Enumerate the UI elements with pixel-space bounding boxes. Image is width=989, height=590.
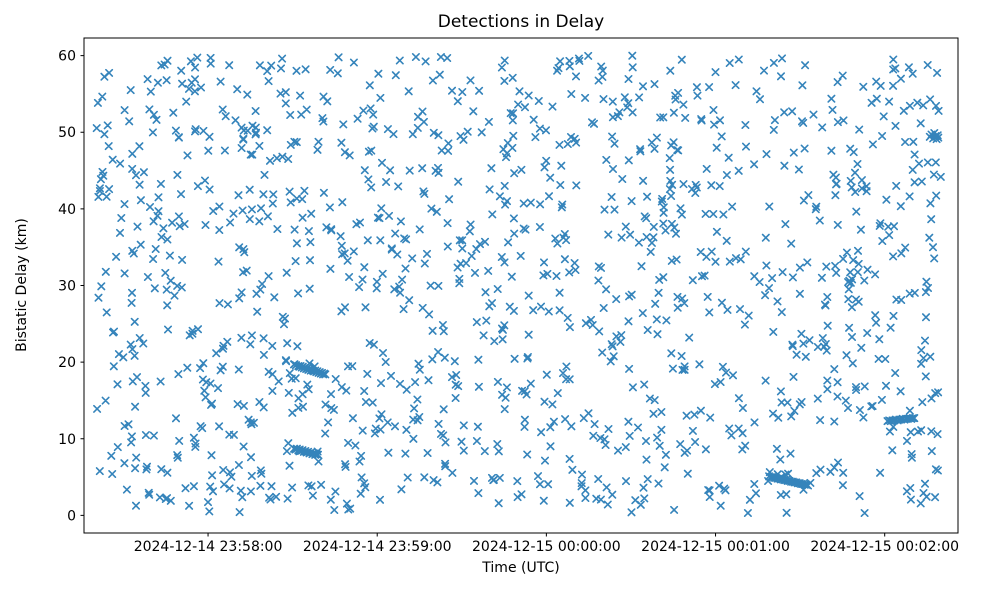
x-axis-label: Time (UTC)	[482, 560, 560, 576]
y-tick-label: 60	[58, 49, 76, 65]
y-tick-label: 0	[67, 508, 76, 524]
x-tick-label: 2024-12-15 00:00:00	[472, 539, 621, 555]
axis-ticks	[80, 55, 886, 537]
x-tick-label: 2024-12-14 23:58:00	[134, 539, 283, 555]
chart-title: Detections in Delay	[437, 12, 605, 32]
x-tick-label: 2024-12-14 23:59:00	[303, 539, 452, 555]
y-tick-label: 40	[58, 202, 76, 218]
x-tick-label: 2024-12-15 00:01:00	[641, 539, 790, 555]
y-tick-label: 50	[58, 125, 76, 141]
scatter-points	[92, 51, 945, 517]
y-tick-label: 10	[58, 432, 76, 448]
x-tick-label: 2024-12-15 00:02:00	[810, 539, 959, 555]
y-tick-label: 20	[58, 355, 76, 371]
y-axis-label: Bistatic Delay (km)	[14, 218, 30, 352]
y-tick-label: 30	[58, 279, 76, 295]
